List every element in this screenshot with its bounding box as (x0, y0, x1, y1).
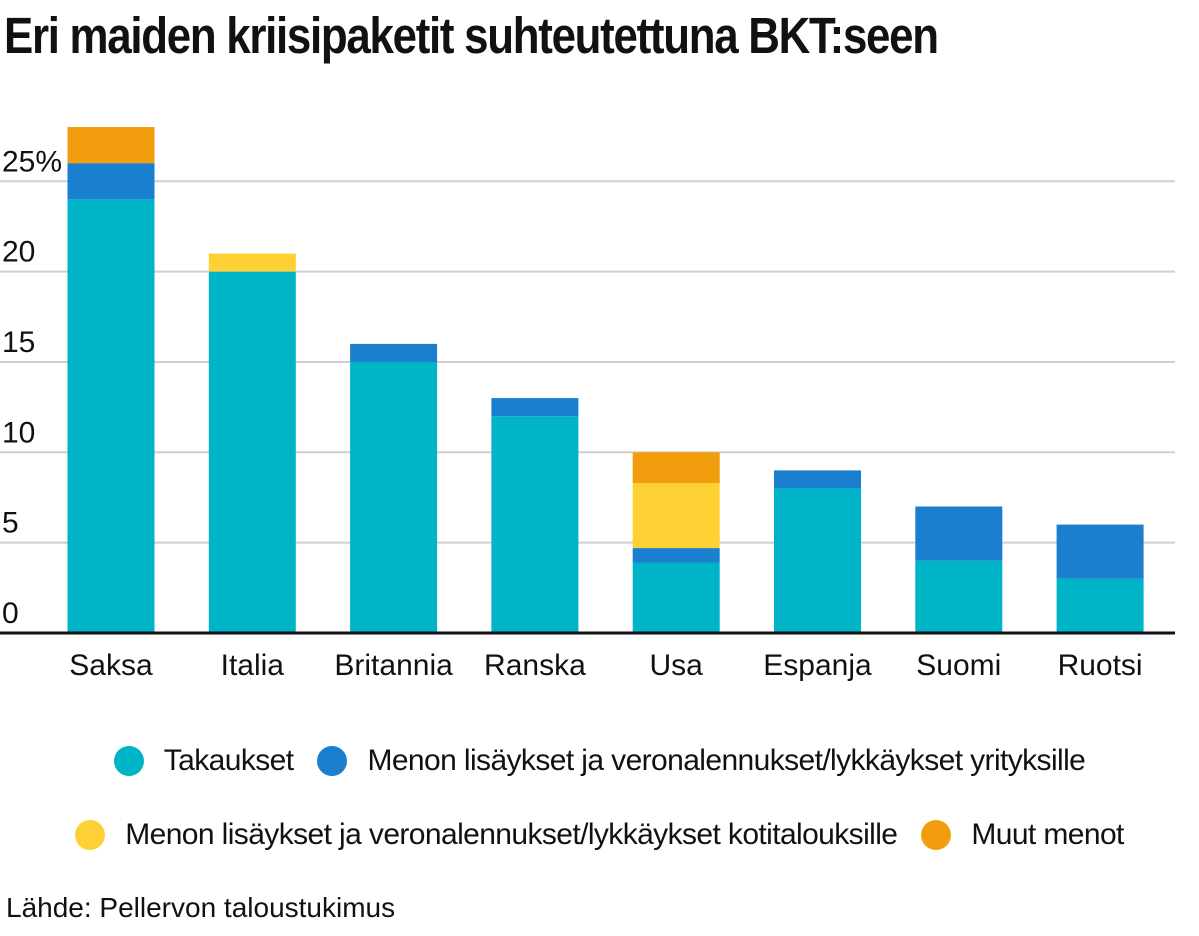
x-label-ranska: Ranska (484, 649, 586, 682)
bar-saksa-series-3 (67, 127, 155, 164)
bar-chart: 0 5 10 15 20 25% Saksa Italia Britannia Ranska Us… (0, 127, 1175, 682)
y-tick-15: 15 (2, 326, 35, 359)
bar-ruotsi-series-0 (1056, 578, 1144, 633)
bar-britannia-series-0 (350, 361, 438, 633)
x-label-italia: Italia (221, 649, 285, 682)
bar-britannia-series-1 (350, 343, 438, 362)
legend-swatch-muut-menot (921, 820, 952, 850)
x-label-britannia: Britannia (334, 649, 453, 682)
source-note: Lähde: Pellervon taloustukimus (6, 892, 396, 923)
legend-label-kotitalouksille: Menon lisäykset ja veronalennukset/lykkä… (125, 818, 898, 851)
legend-row-1: Takaukset Menon lisäykset ja veronalennu… (0, 735, 1199, 787)
x-label-ruotsi: Ruotsi (1058, 649, 1143, 682)
legend-swatch-takaukset (113, 746, 144, 776)
bar-usa-series-2 (632, 483, 720, 549)
legend-swatch-kotitalouksille (75, 820, 106, 850)
bar-saksa-series-1 (67, 163, 155, 200)
bar-italia-series-2 (208, 253, 296, 272)
bar-suomi-series-1 (915, 506, 1003, 561)
gridlines (0, 180, 1175, 544)
y-tick-20: 20 (2, 236, 35, 269)
legend-item-yrityksille: Menon lisäykset ja veronalennukset/lykkä… (317, 744, 1086, 778)
legend-item-muut-menot: Muut menot (921, 818, 1124, 852)
category-labels: Saksa Italia Britannia Ranska Usa Espanja Suom… (69, 649, 1142, 682)
y-tick-labels: 0 5 10 15 20 25% (2, 145, 62, 630)
y-tick-25: 25% (2, 145, 62, 178)
bar-ranska-series-0 (491, 416, 579, 633)
bar-suomi-series-0 (915, 560, 1003, 633)
y-tick-5: 5 (2, 507, 19, 540)
y-tick-10: 10 (2, 416, 35, 449)
legend: Takaukset Menon lisäykset ja veronalennu… (0, 735, 1199, 883)
x-label-saksa: Saksa (69, 649, 153, 682)
bar-usa-series-3 (632, 452, 720, 484)
bar-ruotsi-series-1 (1056, 524, 1144, 579)
bar-espanja-series-1 (774, 470, 861, 489)
bar-usa-series-0 (632, 562, 720, 633)
x-label-suomi: Suomi (916, 649, 1001, 682)
legend-item-kotitalouksille: Menon lisäykset ja veronalennukset/lykkä… (75, 818, 898, 852)
bar-ranska-series-1 (491, 398, 579, 417)
bar-usa-series-1 (632, 548, 720, 563)
legend-row-2: Menon lisäykset ja veronalennukset/lykkä… (0, 809, 1199, 861)
legend-label-takaukset: Takaukset (163, 744, 294, 777)
bars (67, 127, 1144, 633)
legend-label-muut-menot: Muut menot (971, 818, 1124, 851)
x-label-espanja: Espanja (763, 649, 872, 682)
bar-espanja-series-0 (774, 488, 861, 633)
bar-italia-series-0 (208, 271, 296, 633)
legend-item-takaukset: Takaukset (113, 744, 294, 778)
x-label-usa: Usa (650, 649, 704, 682)
bar-saksa-series-0 (67, 199, 155, 633)
legend-label-yrityksille: Menon lisäykset ja veronalennukset/lykkä… (367, 744, 1086, 777)
y-tick-0: 0 (2, 597, 19, 630)
legend-swatch-yrityksille (317, 746, 348, 776)
chart-title: Eri maiden kriisipaketit suhteutettuna B… (4, 7, 939, 64)
